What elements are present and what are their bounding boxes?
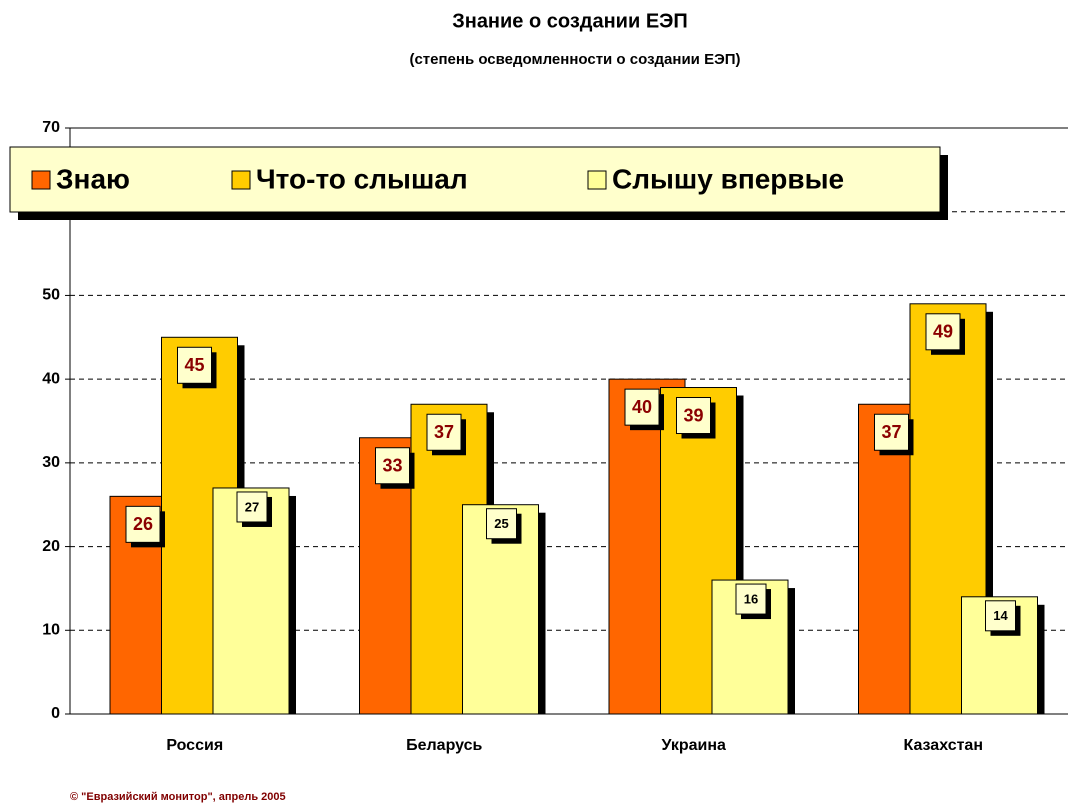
bar-shadow [986,311,993,714]
legend-label: Что-то слышал [256,163,468,194]
data-label: 33 [382,455,402,475]
label-box [375,447,410,485]
data-label: 14 [993,608,1008,623]
x-tick-label: Беларусь [406,737,482,754]
bar-shadow [736,395,744,714]
legend-swatch [587,170,607,190]
chart-subtitle: (степень осведомленности о создании ЕЭП) [409,51,740,68]
data-label: 16 [744,591,758,606]
footer: © "Евразийский монитор", апрель 2005 [70,791,286,803]
data-label: 39 [683,405,703,425]
legend-label: Слышу впервые [612,163,844,194]
data-label: 26 [133,514,153,534]
label-box [925,313,961,351]
label-box [624,388,660,426]
label-box [874,413,909,451]
chart-title: Знание о создании ЕЭП [452,10,688,32]
legend [9,146,941,213]
label-box [125,505,161,543]
label-box [426,413,462,451]
data-label: 40 [632,397,652,417]
label-box [735,583,767,615]
y-tick-label: 70 [42,119,60,136]
bar-shadow [788,588,795,714]
data-label: 27 [245,499,259,514]
data-label: 37 [881,422,901,442]
y-tick-label: 30 [42,454,60,471]
label-box [676,397,711,435]
y-tick-label: 0 [51,705,60,722]
bar-shadow [289,495,296,714]
legend-swatch [31,170,51,190]
y-tick-label: 40 [42,370,60,387]
bar-shadow [538,512,546,714]
label-box [177,346,212,384]
y-tick-label: 10 [42,622,60,639]
data-label: 25 [494,516,508,531]
label-box [486,508,517,540]
data-label: 45 [184,355,204,375]
x-tick-label: Россия [166,737,223,754]
x-tick-label: Казахстан [904,737,984,754]
legend-label: Знаю [56,163,130,194]
data-label: 37 [434,422,454,442]
data-label: 49 [933,322,953,342]
y-tick-label: 50 [42,287,60,304]
legend-swatch [231,170,251,190]
label-box [985,600,1016,632]
bar-shadow [1037,604,1045,714]
x-tick-label: Украина [662,737,727,754]
label-box [236,491,268,523]
y-tick-label: 20 [42,538,60,555]
